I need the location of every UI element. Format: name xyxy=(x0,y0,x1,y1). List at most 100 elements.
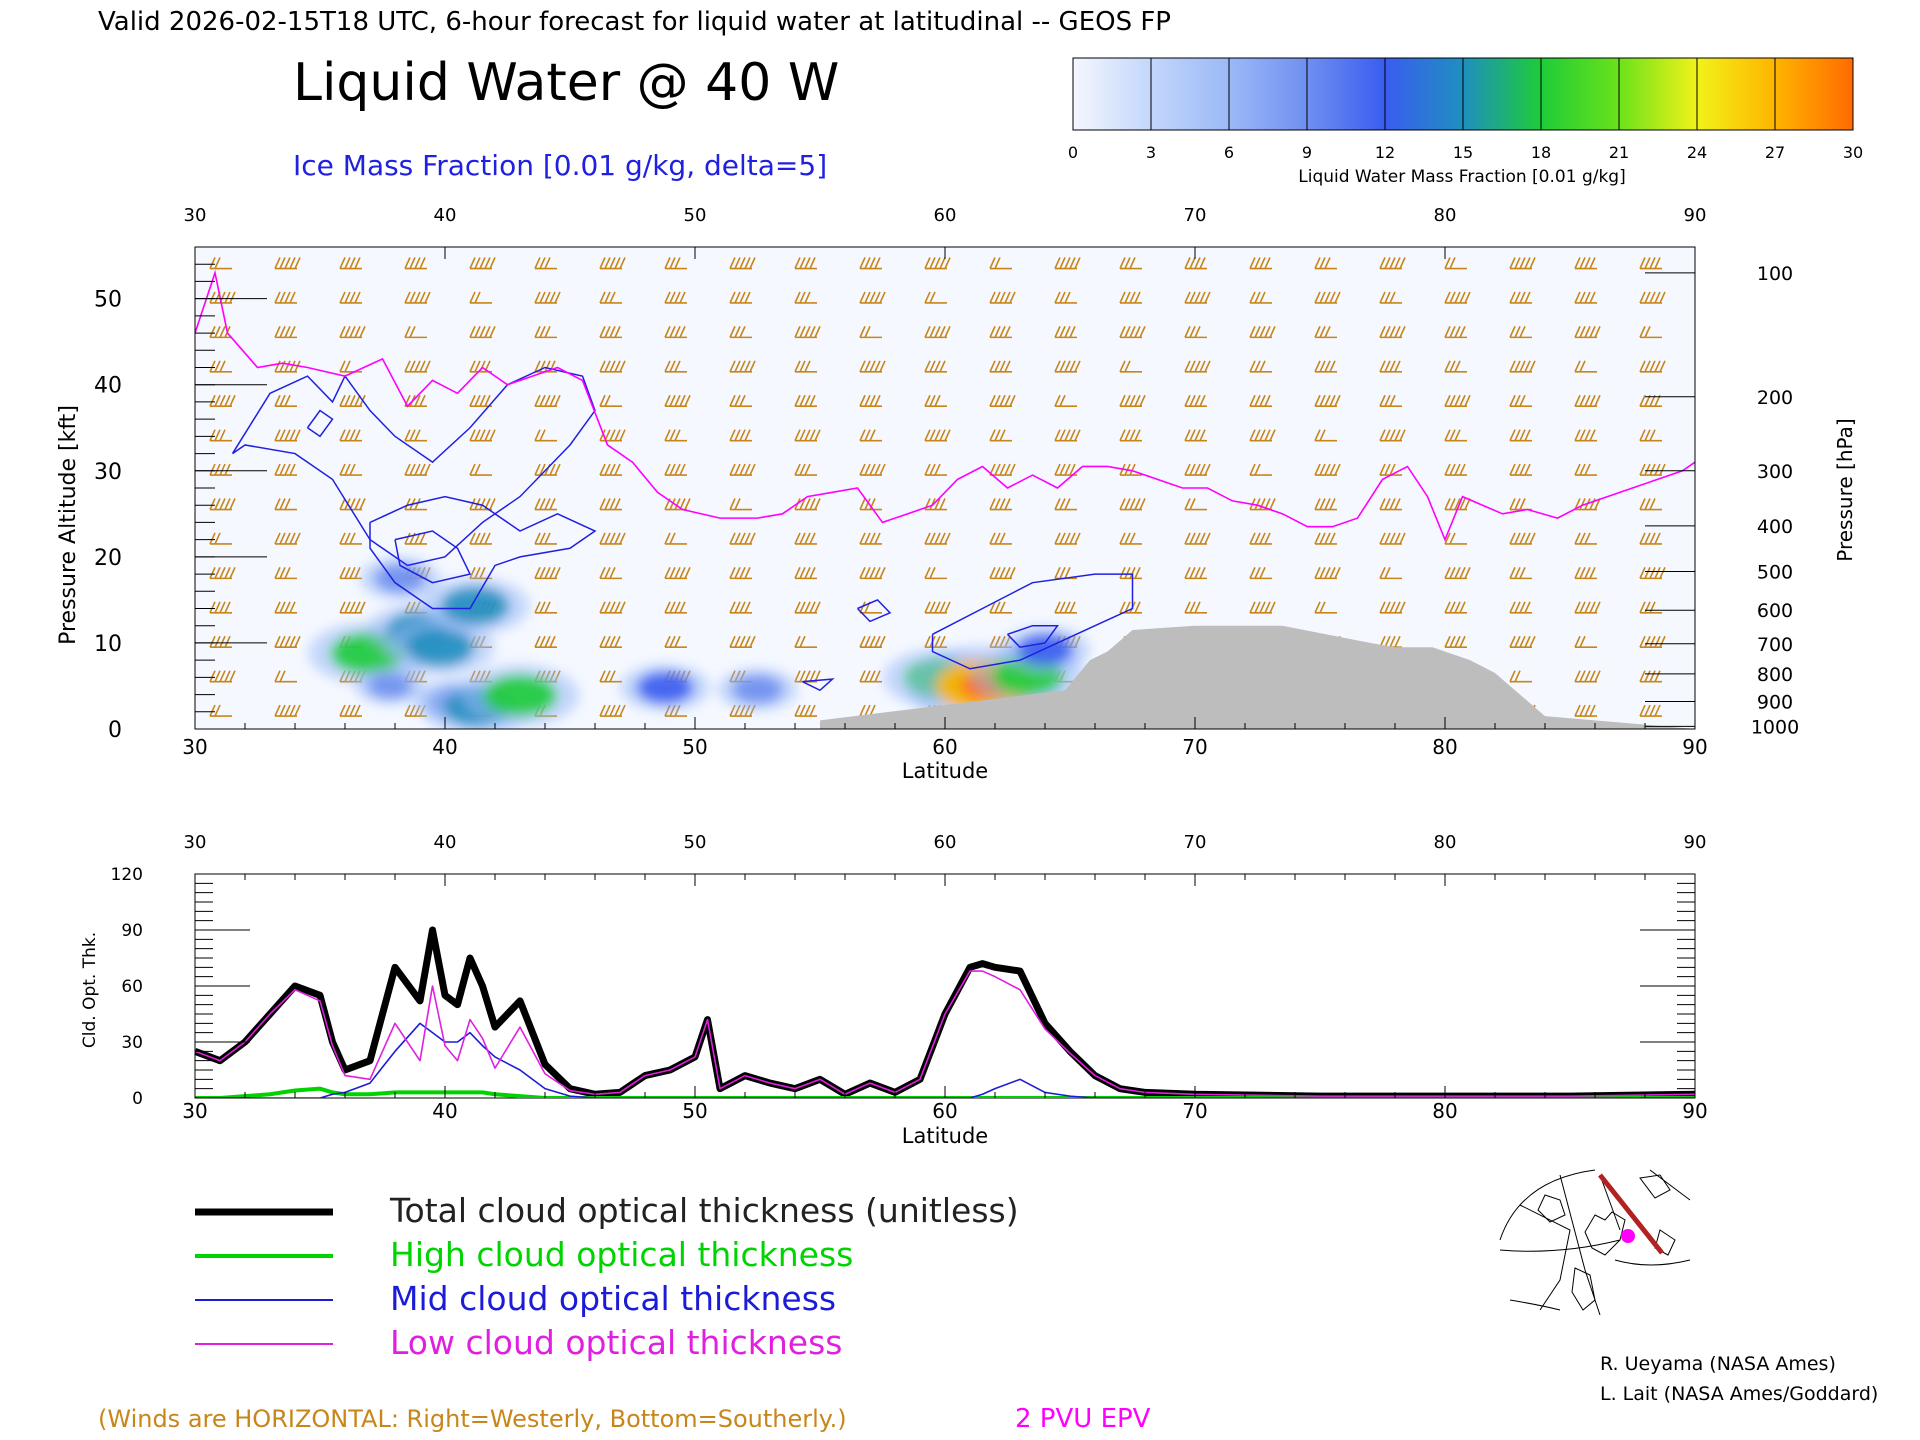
wind-barb xyxy=(274,394,297,408)
wind-barb xyxy=(859,567,886,580)
wind-barb xyxy=(1249,601,1276,614)
wind-barb xyxy=(1509,394,1532,408)
wind-barb xyxy=(1249,360,1272,373)
upper-top-lat-label: 60 xyxy=(934,205,957,226)
wind-barb xyxy=(1119,360,1142,373)
wind-barb xyxy=(794,429,821,442)
wind-barb xyxy=(1249,463,1272,476)
wind-barb xyxy=(599,532,626,545)
wind-barb xyxy=(1184,360,1211,373)
wind-barb xyxy=(859,429,882,442)
wind-barb xyxy=(339,291,362,304)
wind-barb xyxy=(664,394,691,408)
wind-barb xyxy=(664,326,687,339)
wind-barb xyxy=(1574,291,1597,304)
wind-barb xyxy=(1444,601,1467,614)
wind-barb xyxy=(924,326,951,339)
colorbar: 0 3 6 9 12 15 18 21 24 27 30 xyxy=(1068,57,1863,162)
wind-barb xyxy=(1509,257,1536,270)
lower-top-lat-label: 70 xyxy=(1184,832,1207,853)
wind-barb xyxy=(1119,291,1142,304)
colorbar-tick-label: 30 xyxy=(1843,143,1863,162)
wind-barb xyxy=(209,567,236,580)
wind-barb xyxy=(1119,394,1146,408)
wind-barb xyxy=(794,635,817,649)
wind-barb xyxy=(209,394,236,408)
wind-barb xyxy=(1184,429,1207,442)
wind-barb xyxy=(1314,360,1337,373)
wind-barb xyxy=(599,291,622,304)
wind-barb xyxy=(729,326,752,339)
ice-contour xyxy=(369,495,597,610)
wind-barb xyxy=(1639,670,1662,683)
wind-barb xyxy=(1574,601,1601,614)
liquid-blob xyxy=(406,628,474,667)
wind-barb xyxy=(404,463,431,476)
valid-time-line: Valid 2026-02-15T18 UTC, 6-hour forecast… xyxy=(98,7,1171,37)
wind-barb xyxy=(1184,463,1211,476)
wind-barb xyxy=(1314,567,1341,580)
polar-stereographic-locator-map xyxy=(1497,1165,1695,1316)
wind-barb xyxy=(1054,601,1077,614)
wind-barb xyxy=(1574,532,1597,545)
wind-barb xyxy=(469,394,492,408)
wind-barb xyxy=(859,463,886,476)
wind-barb xyxy=(274,257,301,270)
wind-barb xyxy=(404,532,427,545)
wind-barb xyxy=(339,567,362,580)
wind-barb xyxy=(469,532,492,545)
upper-y2label: Pressure [hPa] xyxy=(1833,418,1857,561)
wind-barb xyxy=(1119,429,1142,442)
wind-barb xyxy=(924,429,951,442)
wind-barb xyxy=(1054,394,1077,408)
wind-barb xyxy=(209,257,232,270)
wind-barb xyxy=(599,360,626,373)
wind-barb xyxy=(794,567,817,580)
wind-barb xyxy=(989,463,1016,476)
wind-barb xyxy=(1054,498,1077,511)
wind-barb xyxy=(1249,291,1272,304)
upper-ytick-label: 50 xyxy=(94,288,122,313)
wind-barb xyxy=(599,463,622,476)
lower-top-lat-label: 60 xyxy=(934,832,957,853)
wind-barb xyxy=(794,463,817,476)
colorbar-tick-label: 24 xyxy=(1687,143,1707,162)
colorbar-bin xyxy=(1151,58,1230,130)
wind-barb xyxy=(599,326,622,339)
legend-label: Total cloud optical thickness (unitless) xyxy=(389,1191,1019,1230)
wind-barb xyxy=(989,567,1016,580)
wind-barb xyxy=(1379,429,1406,442)
wind-barb xyxy=(1379,532,1406,545)
wind-barb xyxy=(1314,463,1341,476)
wind-barb xyxy=(209,429,232,442)
wind-barb xyxy=(1119,532,1142,545)
wind-barb xyxy=(664,601,687,614)
wind-barb xyxy=(209,463,232,476)
wind-barb xyxy=(1054,291,1077,304)
wind-barb xyxy=(1509,498,1532,511)
credit-2: L. Lait (NASA Ames/Goddard) xyxy=(1600,1383,1878,1405)
wind-barb xyxy=(274,291,297,304)
lower-xlabel: Latitude xyxy=(902,1124,988,1148)
wind-barb xyxy=(209,326,232,339)
wind-barb xyxy=(1574,326,1601,339)
wind-barb xyxy=(339,463,362,476)
legend-label: High cloud optical thickness xyxy=(390,1235,853,1274)
wind-barb xyxy=(1119,498,1146,511)
wind-barb xyxy=(729,498,752,511)
upper-xtick-label: 30 xyxy=(182,735,207,759)
wind-barb xyxy=(1184,601,1207,614)
wind-barb xyxy=(1574,463,1597,476)
wind-barb xyxy=(1054,463,1077,476)
wind-barb xyxy=(274,326,297,339)
wind-barb xyxy=(664,291,687,304)
wind-barb xyxy=(1184,257,1207,270)
wind-barb xyxy=(664,532,687,545)
wind-barb xyxy=(729,360,756,373)
lower-top-lat-label: 90 xyxy=(1684,832,1707,853)
wind-barb xyxy=(1574,670,1601,683)
wind-barb xyxy=(534,635,557,649)
upper-top-lat-label: 90 xyxy=(1684,205,1707,226)
wind-barb xyxy=(534,532,557,545)
ice-mass-fraction-label: Ice Mass Fraction [0.01 g/kg, delta=5] xyxy=(293,149,827,182)
